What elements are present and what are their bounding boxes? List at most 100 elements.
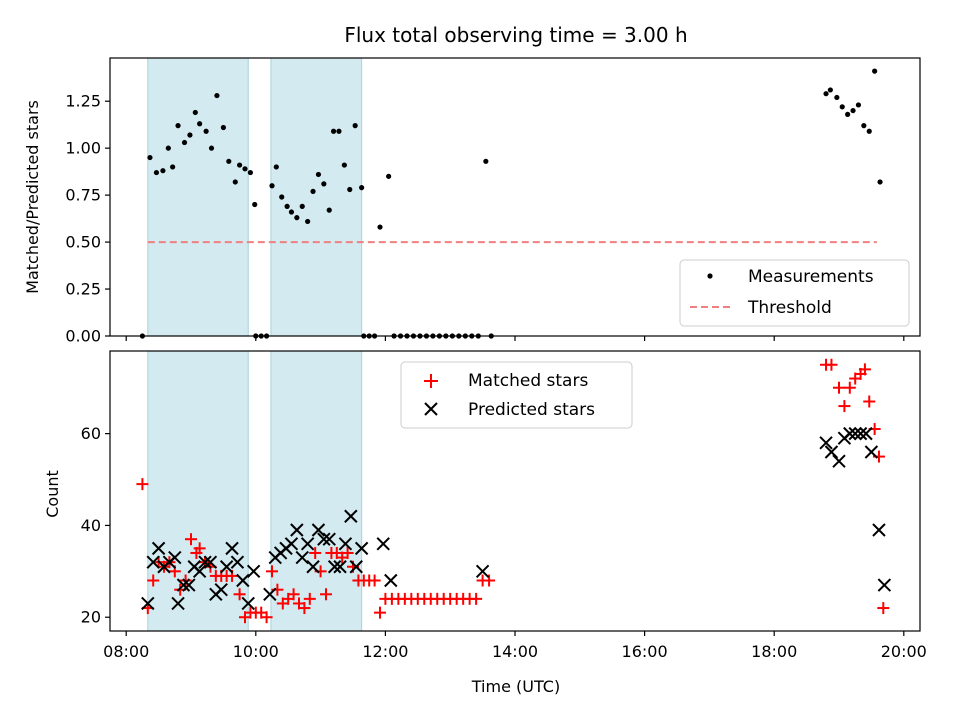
predicted-star-b (263, 587, 277, 601)
y-tick-label: 0.75 (65, 186, 101, 205)
predicted-star-b (376, 537, 390, 551)
predicted-star-marker (819, 436, 833, 450)
predicted-star-b (300, 537, 315, 551)
measurement-point (242, 166, 248, 172)
predicted-star-b (171, 596, 185, 611)
predicted-star-b (214, 582, 228, 597)
predicted-star-b (338, 537, 353, 551)
bottom-legend: Matched stars Predicted stars (400, 361, 633, 429)
measurement-point (299, 203, 305, 209)
predicted-star-marker (203, 555, 218, 569)
legend-predicted-label: Predicted stars (468, 400, 595, 420)
predicted-star-marker (146, 555, 160, 569)
predicted-star-marker (176, 578, 191, 592)
matched-star-marker (374, 606, 386, 619)
bottom-shading (147, 350, 363, 632)
predicted-star-b (322, 532, 336, 546)
bottom-legend-box (400, 361, 633, 429)
predicted-star-marker (832, 454, 846, 468)
matched-star-marker (260, 611, 273, 624)
measurement-point (247, 169, 253, 176)
matched-star-marker (843, 381, 856, 394)
predicted-star-marker (141, 596, 155, 611)
x-tick-label: 16:00 (622, 642, 668, 661)
predicted-star-b (236, 573, 250, 588)
measurement-point (823, 91, 829, 97)
measurement-point (359, 185, 365, 191)
predicted-star-marker (859, 426, 873, 441)
measurement-point (226, 158, 232, 164)
predicted-star-marker (192, 564, 207, 579)
predicted-star-marker (311, 523, 326, 537)
top-yticks: 0.00 0.25 0.50 0.75 1.00 1.25 (65, 92, 110, 346)
measurement-point (288, 209, 295, 215)
predicted-star-b (295, 550, 309, 565)
measurement-point (321, 181, 327, 187)
legend-threshold-label: Threshold (747, 298, 832, 318)
predicted-star-b (853, 426, 868, 441)
matched-star-marker (825, 358, 838, 371)
y-tick-label: 0.50 (65, 233, 101, 252)
predicted-star-b (848, 426, 862, 441)
matched-star-marker (298, 602, 311, 615)
predicted-star-b (176, 578, 191, 592)
measurement-point (160, 168, 166, 174)
matched-star-marker (483, 574, 496, 587)
predicted-star-b (317, 532, 331, 546)
predicted-star-b (327, 560, 342, 574)
top-legend: Measurements Threshold (679, 259, 910, 327)
matched-star-marker (341, 546, 354, 559)
predicted-star-b (333, 560, 347, 574)
predicted-star-marker (225, 541, 239, 556)
measurement-point (252, 201, 258, 208)
predicted-star-marker (151, 541, 166, 556)
measurement-point (165, 145, 171, 151)
predicted-star-b (872, 523, 886, 537)
measurement-point (220, 124, 226, 131)
measurement-point (855, 102, 862, 108)
measurement-point (827, 87, 833, 93)
predicted-star-b (219, 560, 234, 574)
top-xticks (125, 336, 905, 341)
legend-measurements-marker (707, 273, 713, 279)
predicted-star-marker (219, 560, 234, 574)
predicted-star-marker (290, 523, 304, 537)
measurement-point (284, 203, 290, 209)
legend-measurements-label: Measurements (748, 267, 874, 287)
shaded-interval (270, 57, 363, 337)
matched-star-marker (309, 546, 322, 559)
matched-star-marker (833, 381, 845, 394)
matched-star-marker (863, 395, 876, 408)
measurement-point (279, 194, 285, 200)
bottom-y-axis-label: Count (43, 470, 62, 518)
matched-star-marker (470, 592, 483, 605)
shaded-interval (270, 350, 363, 632)
predicted-star-b (311, 523, 326, 537)
predicted-star-b (192, 564, 207, 579)
y-tick-label: 0.00 (65, 327, 101, 346)
predicted-star-b (859, 426, 873, 441)
predicted-star-marker (236, 573, 250, 588)
chart-title: Flux total observing time = 3.00 h (344, 23, 687, 47)
predicted-star-marker (317, 532, 331, 546)
measurement-point (181, 139, 188, 146)
measurement-point (187, 132, 193, 138)
predicted-star-b (151, 541, 166, 556)
predicted-star-b (284, 537, 299, 551)
measurement-point (386, 173, 392, 179)
measurement-point (483, 158, 489, 164)
y-tick-label: 20 (81, 608, 101, 627)
measurement-point (192, 109, 198, 116)
predicted-star-marker (384, 573, 398, 588)
predicted-star-marker (333, 560, 347, 574)
measurement-point (147, 154, 153, 161)
predicted-star-marker (877, 578, 892, 592)
predicted-star-marker (843, 426, 857, 441)
bottom-panel: 20 40 60 08:00 10:00 12:00 14:00 16:00 18:00 20:… (43, 350, 927, 696)
predicted-star-marker (246, 564, 261, 579)
predicted-star-b (230, 555, 245, 569)
y-tick-label: 40 (81, 516, 101, 535)
predicted-star-marker (864, 445, 879, 459)
top-shading (147, 57, 363, 337)
matched-star-marker (193, 542, 206, 555)
